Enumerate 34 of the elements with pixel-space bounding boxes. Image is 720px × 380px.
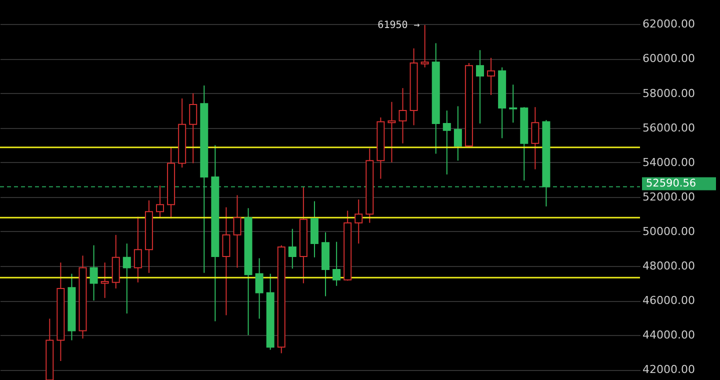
candlestick [90,244,98,302]
candlestick [189,92,198,164]
y-tick-label: 62000.00 [642,18,695,31]
annotation: 61950 → [378,20,420,32]
candlestick [332,241,341,286]
y-tick-label: 56000.00 [642,121,695,134]
candlestick [255,258,264,320]
candlestick [134,216,142,283]
candlestick [354,199,363,244]
ref-line-label: 52590.56 [646,178,696,190]
candlestick [156,185,164,218]
candlestick [531,106,540,170]
candlestick [509,84,518,124]
candlestick [476,50,484,124]
y-tick-label: 58000.00 [642,86,695,100]
y-tick-label: 52000.00 [642,190,695,204]
candlestick [420,24,429,68]
candlestick [388,101,396,163]
candlestick [100,262,109,298]
y-tick-label: 46000.00 [642,294,695,308]
y-tick-label: 60000.00 [642,52,695,66]
y-tick-label: 54000.00 [642,156,695,169]
candlestick [122,243,131,314]
candlestick [442,110,451,175]
candlestick [288,228,296,270]
y-tick-label: 44000.00 [642,328,695,342]
y-tick-label: 48000.00 [642,260,695,272]
candlestick [398,88,407,144]
candlestick [487,57,496,96]
candlestick [233,194,242,268]
candlestick [454,106,462,162]
candlestick [222,206,230,316]
y-tick-label: 42000.00 [642,363,695,376]
y-tick-label: 50000.00 [642,224,695,238]
